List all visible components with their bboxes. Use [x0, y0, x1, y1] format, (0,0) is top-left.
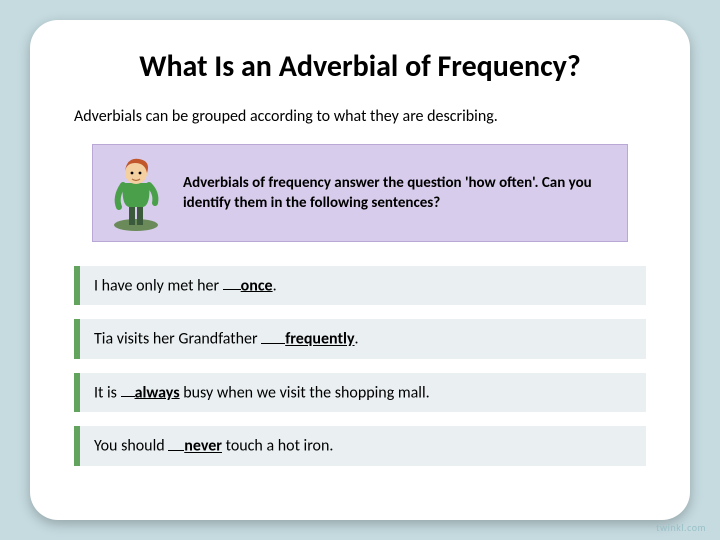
s3-postA: busy when we visit the shopping mall. [180, 383, 430, 402]
character-illustration [101, 153, 171, 233]
sentence-4: You should never touch a hot iron. [74, 426, 646, 465]
s1-post: . [273, 276, 277, 295]
s2-blank [261, 329, 285, 343]
sentence-3: It is always busy when we visit the shop… [74, 373, 646, 412]
callout-text: Adverbials of frequency answer the quest… [183, 173, 613, 214]
s2-post: . [355, 330, 359, 349]
sentence-list: I have only met her once. Tia visits her… [74, 266, 646, 466]
s1-pre: I have only met her [94, 276, 223, 295]
s2-answer: frequently [285, 330, 354, 349]
s1-answer: once [241, 276, 273, 295]
slide-card: What Is an Adverbial of Frequency? Adver… [30, 20, 690, 520]
page-title: What Is an Adverbial of Frequency? [74, 48, 646, 85]
s3-pre: It is [94, 383, 121, 402]
intro-text: Adverbials can be grouped according to w… [74, 107, 646, 126]
s1-blank [223, 276, 241, 290]
s4-pre: You should [94, 437, 168, 456]
sentence-2: Tia visits her Grandfather frequently. [74, 319, 646, 358]
callout-box: Adverbials of frequency answer the quest… [92, 144, 628, 242]
callout-pre: Adverbials of frequency answer the quest… [183, 174, 468, 192]
sentence-1: I have only met her once. [74, 266, 646, 305]
s3-answer: always [135, 383, 180, 402]
callout-emphasis: how often [468, 174, 532, 192]
s3-blank [121, 383, 135, 397]
s2-pre: Tia visits her Grandfather [94, 330, 261, 349]
watermark: twinkl.com [656, 521, 706, 534]
s4-blank [168, 436, 184, 450]
s4-postA: touch a hot iron. [222, 437, 333, 456]
s4-answer: never [184, 437, 222, 456]
